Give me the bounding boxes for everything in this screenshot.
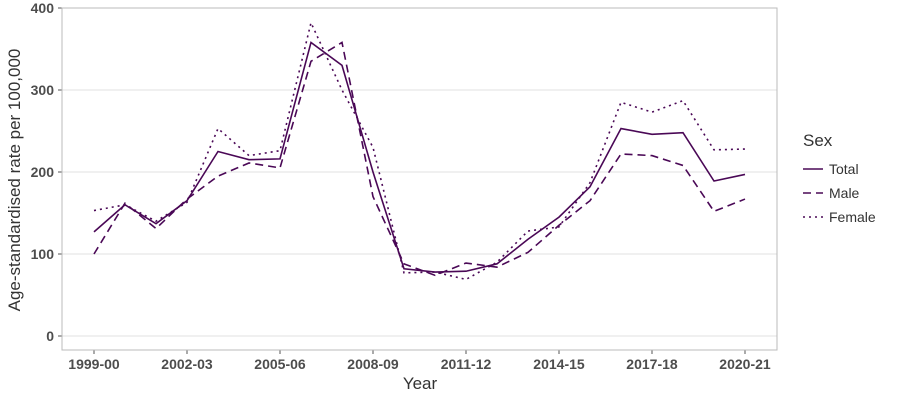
y-tick-label: 0: [46, 328, 54, 344]
y-tick-label: 100: [31, 246, 55, 262]
x-tick-label: 1999-00: [68, 356, 120, 372]
y-tick-label: 400: [31, 0, 55, 16]
series-line: [93, 41, 746, 277]
x-tick-label: 2002-03: [161, 356, 213, 372]
series-line: [93, 20, 746, 281]
x-tick-label: 2005-06: [254, 356, 306, 372]
y-axis-label: Age-standardised rate per 100,000: [5, 49, 24, 312]
legend-label: Total: [829, 161, 859, 177]
x-tick-label: 2008-09: [347, 356, 399, 372]
x-tick-label: 2014-15: [533, 356, 585, 372]
x-tick-label: 2020-21: [719, 356, 771, 372]
y-tick-label: 200: [31, 164, 55, 180]
y-tick-label: 300: [31, 82, 55, 98]
legend-label: Female: [829, 209, 876, 225]
legend-title: Sex: [803, 131, 833, 150]
plot-border: [61, 7, 778, 351]
x-axis-label: Year: [403, 374, 438, 393]
series-line: [93, 41, 746, 273]
legend-label: Male: [829, 185, 860, 201]
x-tick-label: 2017-18: [626, 356, 678, 372]
x-tick-label: 2011-12: [441, 356, 492, 372]
